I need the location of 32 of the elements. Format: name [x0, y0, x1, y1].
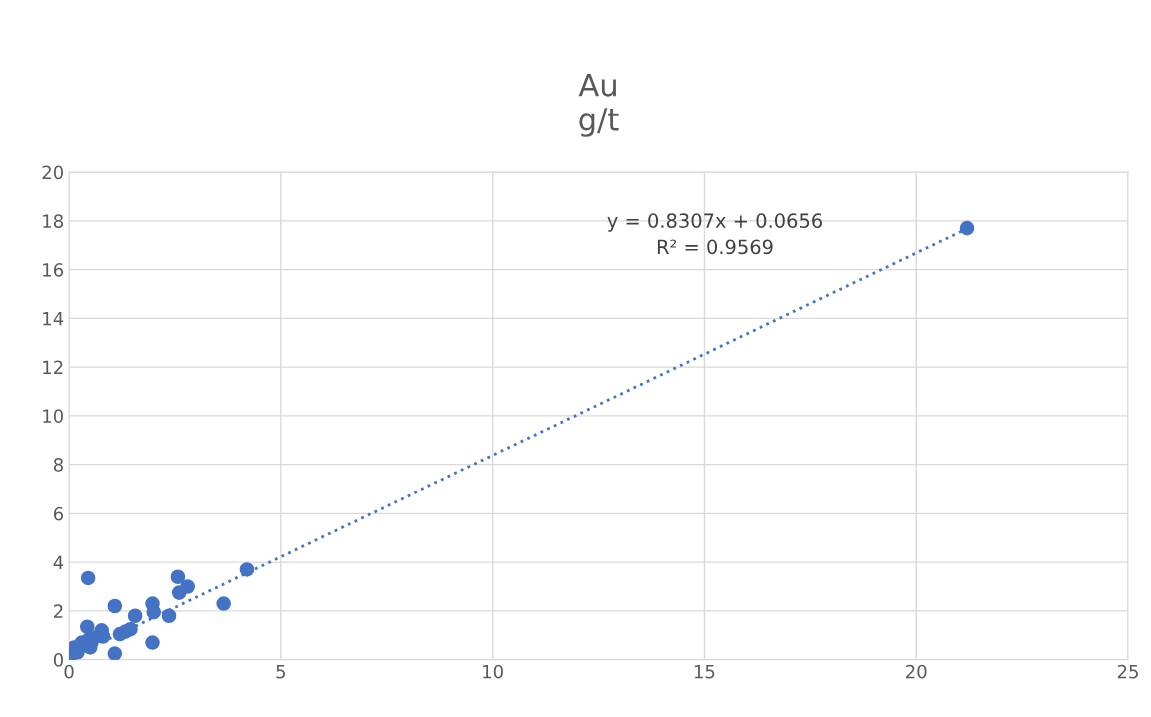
point	[107, 646, 123, 660]
point	[171, 585, 187, 600]
x-tick-label: 20	[906, 664, 927, 679]
y-tick-label: 2	[54, 604, 63, 618]
y-tick-label: 12	[43, 360, 63, 374]
chart-title: Au g/t	[578, 73, 619, 137]
point	[170, 569, 186, 585]
y-tick-label: 4	[53, 555, 64, 569]
point	[145, 635, 160, 650]
y-tick-label: 18	[43, 214, 63, 228]
y-tick-label: 14	[43, 312, 64, 326]
point	[80, 570, 96, 586]
point	[107, 598, 123, 614]
point	[127, 608, 143, 624]
point	[161, 608, 177, 624]
y-tick-label: 10	[43, 409, 63, 423]
y-tick-label: 8	[53, 458, 63, 472]
point	[959, 220, 975, 236]
x-tick-label: 10	[483, 664, 503, 679]
point	[216, 596, 231, 611]
x-tick-label: 0	[64, 664, 74, 679]
y-tick-label: 16	[43, 263, 64, 277]
point	[123, 621, 138, 637]
x-tick-label: 5	[276, 665, 286, 679]
point	[239, 562, 255, 577]
y-tick-label: 20	[42, 165, 63, 180]
x-tick-label: 25	[1117, 664, 1138, 679]
y-tick-label: 0	[53, 653, 63, 667]
annotation: y = 0.8307x + 0.0656 R² = 0.9569	[607, 213, 822, 255]
x-tick-label: 15	[694, 665, 715, 679]
point	[79, 619, 95, 635]
y-tick-label: 6	[53, 506, 64, 521]
